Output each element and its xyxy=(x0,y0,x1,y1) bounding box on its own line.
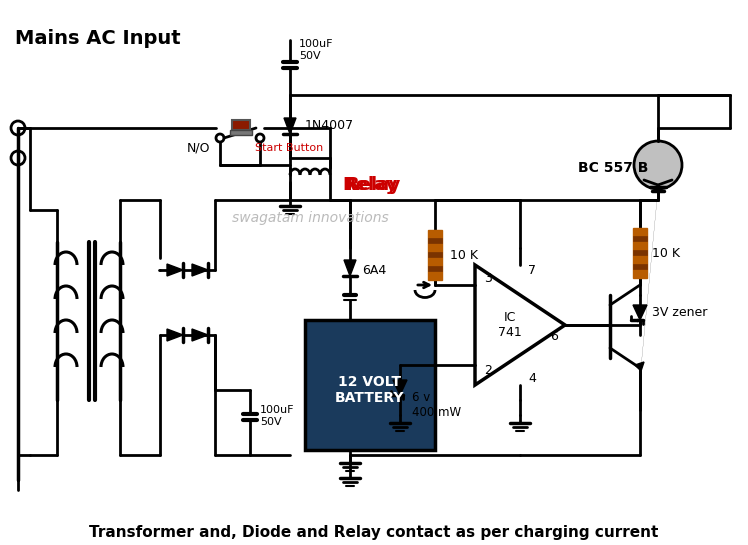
Text: 100uF
50V: 100uF 50V xyxy=(299,39,334,61)
Text: Relay: Relay xyxy=(345,176,400,194)
Bar xyxy=(428,230,442,280)
Circle shape xyxy=(11,151,25,165)
Text: 7: 7 xyxy=(528,263,536,276)
Text: 6: 6 xyxy=(550,330,558,343)
Polygon shape xyxy=(284,118,296,134)
Text: 3V zener: 3V zener xyxy=(652,306,708,319)
Text: 12 VOLT
BATTERY: 12 VOLT BATTERY xyxy=(335,375,405,405)
Text: 2: 2 xyxy=(484,364,492,377)
Text: BC 557 B: BC 557 B xyxy=(578,161,649,175)
Text: swagatam innovations: swagatam innovations xyxy=(232,211,388,225)
Polygon shape xyxy=(635,362,644,371)
Polygon shape xyxy=(167,264,183,276)
Bar xyxy=(428,252,442,257)
Bar xyxy=(428,266,442,271)
Polygon shape xyxy=(393,380,407,395)
Bar xyxy=(633,250,647,255)
Bar xyxy=(633,236,647,241)
Circle shape xyxy=(11,121,25,135)
Circle shape xyxy=(634,141,682,189)
Polygon shape xyxy=(344,260,356,276)
Text: Transformer and, Diode and Relay contact as per charging current: Transformer and, Diode and Relay contact… xyxy=(89,524,659,540)
Polygon shape xyxy=(192,264,208,276)
Text: 10 K: 10 K xyxy=(450,249,478,262)
Polygon shape xyxy=(167,329,183,341)
Polygon shape xyxy=(475,265,565,385)
Circle shape xyxy=(216,134,224,142)
Text: 3: 3 xyxy=(484,271,492,284)
Text: IC
741: IC 741 xyxy=(498,311,522,339)
Text: N/O: N/O xyxy=(186,142,210,154)
Text: 1N4007: 1N4007 xyxy=(305,118,354,131)
Bar xyxy=(633,228,647,278)
Text: 6 v
400 mW: 6 v 400 mW xyxy=(412,391,461,419)
Text: Start Button: Start Button xyxy=(255,143,323,153)
Text: Mains AC Input: Mains AC Input xyxy=(15,28,180,47)
Text: 100uF
50V: 100uF 50V xyxy=(260,405,295,427)
Bar xyxy=(232,120,250,130)
Text: Relay: Relay xyxy=(342,176,397,194)
Bar xyxy=(633,264,647,269)
Polygon shape xyxy=(192,329,208,341)
Text: 6A4: 6A4 xyxy=(362,263,386,276)
Polygon shape xyxy=(633,305,647,320)
Text: 10 K: 10 K xyxy=(652,246,680,259)
Bar xyxy=(230,130,252,135)
Bar xyxy=(428,238,442,243)
Bar xyxy=(305,320,435,450)
Circle shape xyxy=(256,134,264,142)
Text: 4: 4 xyxy=(528,372,536,385)
